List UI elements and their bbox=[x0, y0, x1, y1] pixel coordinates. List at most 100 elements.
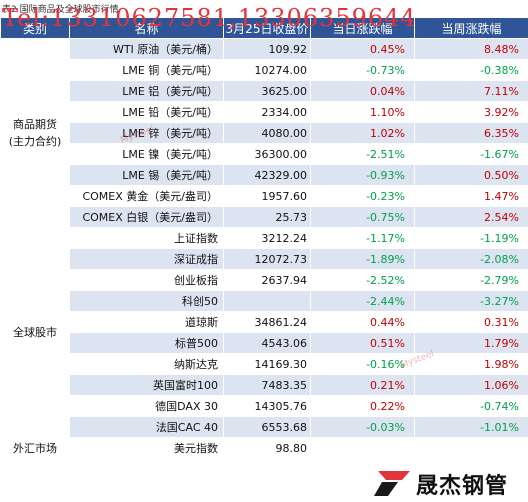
day-change-cell: 1.02% bbox=[310, 122, 415, 144]
week-change-cell: 1.06% bbox=[414, 374, 528, 396]
week-change-cell: -0.74% bbox=[414, 395, 528, 417]
day-change-cell: -2.51% bbox=[310, 143, 415, 165]
name-cell: LME 铜（美元/吨） bbox=[69, 59, 224, 81]
name-cell: 纳斯达克 bbox=[69, 353, 224, 375]
header-week-change: 当周涨跌幅 bbox=[414, 17, 528, 39]
brand-logo: 晟杰钢管 bbox=[370, 464, 528, 502]
category-cell: 全球股市 bbox=[0, 227, 70, 438]
name-cell: 上证指数 bbox=[69, 227, 224, 249]
day-change-cell: -0.23% bbox=[310, 185, 415, 207]
name-cell: 美元指数 bbox=[69, 437, 224, 459]
week-change-cell: -1.67% bbox=[414, 143, 528, 165]
logo-text: 晟杰钢管 bbox=[416, 474, 509, 499]
table-row: 深证成指 12072.73 -1.89% -2.08% bbox=[1, 248, 528, 270]
table-row: 英国富时100 7483.35 0.21% 1.06% bbox=[1, 374, 528, 396]
close-price-cell: 42329.00 bbox=[223, 164, 311, 186]
name-cell: LME 铝（美元/吨） bbox=[69, 80, 224, 102]
day-change-cell bbox=[310, 437, 415, 459]
close-price-cell: 12072.73 bbox=[223, 248, 311, 270]
name-cell: 科创50 bbox=[69, 290, 224, 312]
day-change-cell: 1.10% bbox=[310, 101, 415, 123]
logo-mark-icon bbox=[374, 471, 410, 496]
close-price-cell: 36300.00 bbox=[223, 143, 311, 165]
day-change-cell: -0.93% bbox=[310, 164, 415, 186]
table-caption: 表2 国际商品及全球股市行情 bbox=[2, 5, 119, 15]
close-price-cell: 4080.00 bbox=[223, 122, 311, 144]
week-change-cell: 3.92% bbox=[414, 101, 528, 123]
close-price-cell: 3625.00 bbox=[223, 80, 311, 102]
week-change-cell: -2.08% bbox=[414, 248, 528, 270]
close-price-cell: 98.80 bbox=[223, 437, 311, 459]
header-name: 名称 bbox=[69, 17, 224, 39]
week-change-cell: -1.19% bbox=[414, 227, 528, 249]
close-price-cell: 2637.94 bbox=[223, 269, 311, 291]
week-change-cell: -3.27% bbox=[414, 290, 528, 312]
name-cell: 英国富时100 bbox=[69, 374, 224, 396]
day-change-cell: -0.73% bbox=[310, 59, 415, 81]
name-cell: LME 锡（美元/吨） bbox=[69, 164, 224, 186]
table-row: 创业板指 2637.94 -2.52% -2.79% bbox=[1, 269, 528, 291]
table-row: 德国DAX 30 14305.76 0.22% -0.74% bbox=[1, 395, 528, 417]
table-row: LME 锡（美元/吨） 42329.00 -0.93% 0.50% bbox=[1, 164, 528, 186]
day-change-cell: 0.44% bbox=[310, 311, 415, 333]
week-change-cell: 6.35% bbox=[414, 122, 528, 144]
header-category: 类别 bbox=[0, 17, 70, 39]
week-change-cell: 7.11% bbox=[414, 80, 528, 102]
table-row: LME 铝（美元/吨） 3625.00 0.04% 7.11% bbox=[1, 80, 528, 102]
name-cell: COMEX 白银（美元/盎司） bbox=[69, 206, 224, 228]
name-cell: LME 铅（美元/吨） bbox=[69, 101, 224, 123]
table-row: 纳斯达克 14169.30 -0.16% 1.98% bbox=[1, 353, 528, 375]
close-price-cell: 4543.06 bbox=[223, 332, 311, 354]
table-row: 商品期货 (主力合约) WTI 原油（美元/桶） 109.92 0.45% 8.48% bbox=[0, 38, 528, 228]
close-price-cell: 1957.60 bbox=[223, 185, 311, 207]
close-price-cell: 25.73 bbox=[223, 206, 311, 228]
week-change-cell: 0.50% bbox=[414, 164, 528, 186]
day-change-cell: 0.51% bbox=[310, 332, 415, 354]
week-change-cell: -1.01% bbox=[414, 416, 528, 438]
close-price-cell: 3212.24 bbox=[223, 227, 311, 249]
category-cell: 商品期货 (主力合约) bbox=[0, 38, 70, 228]
table-row: 外汇市场 美元指数 98.80 bbox=[0, 437, 528, 459]
name-cell: LME 锌（美元/吨） bbox=[69, 122, 224, 144]
close-price-cell: 14169.30 bbox=[223, 353, 311, 375]
name-cell: 法国CAC 40 bbox=[69, 416, 224, 438]
week-change-cell: -2.79% bbox=[414, 269, 528, 291]
day-change-cell: 0.21% bbox=[310, 374, 415, 396]
day-change-cell: -2.44% bbox=[310, 290, 415, 312]
week-change-cell bbox=[414, 437, 528, 459]
name-cell: 创业板指 bbox=[69, 269, 224, 291]
week-change-cell: 8.48% bbox=[414, 38, 528, 60]
table-row: 标普500 4543.06 0.51% 1.79% bbox=[1, 332, 528, 354]
table-row: LME 铜（美元/吨） 10274.00 -0.73% -0.38% bbox=[1, 59, 528, 81]
close-price-cell bbox=[223, 290, 311, 312]
close-price-cell: 109.92 bbox=[223, 38, 311, 60]
table-row: LME 镍（美元/吨） 36300.00 -2.51% -1.67% bbox=[1, 143, 528, 165]
table-row: 科创50 -2.44% -3.27% bbox=[1, 290, 528, 312]
day-change-cell: 0.45% bbox=[310, 38, 415, 60]
day-change-cell: -1.89% bbox=[310, 248, 415, 270]
table-row: COMEX 白银（美元/盎司） 25.73 -0.75% 2.54% bbox=[1, 206, 528, 228]
header-row: 类别 名称 3月25日收盘价 当日涨跌幅 当周涨跌幅 bbox=[0, 17, 528, 39]
market-table: 类别 名称 3月25日收盘价 当日涨跌幅 当周涨跌幅 商品期货 (主力合约) WT… bbox=[0, 17, 528, 459]
day-change-cell: -0.16% bbox=[310, 353, 415, 375]
name-cell: COMEX 黄金（美元/盎司） bbox=[69, 185, 224, 207]
header-close-price: 3月25日收盘价 bbox=[223, 17, 311, 39]
table-row: 法国CAC 40 6553.68 -0.03% -1.01% bbox=[1, 416, 528, 438]
name-cell: 深证成指 bbox=[69, 248, 224, 270]
week-change-cell: 1.47% bbox=[414, 185, 528, 207]
day-change-cell: -1.17% bbox=[310, 227, 415, 249]
table-row: COMEX 黄金（美元/盎司） 1957.60 -0.23% 1.47% bbox=[1, 185, 528, 207]
name-cell: 德国DAX 30 bbox=[69, 395, 224, 417]
day-change-cell: 0.04% bbox=[310, 80, 415, 102]
close-price-cell: 14305.76 bbox=[223, 395, 311, 417]
table-row: 全球股市 上证指数 3212.24 -1.17% -1.19% bbox=[0, 227, 528, 438]
name-cell: 道琼斯 bbox=[69, 311, 224, 333]
close-price-cell: 34861.24 bbox=[223, 311, 311, 333]
day-change-cell: -0.75% bbox=[310, 206, 415, 228]
phone-overlay-text: Tel:13310627581,13306359644 bbox=[2, 4, 417, 32]
close-price-cell: 2334.00 bbox=[223, 101, 311, 123]
close-price-cell: 10274.00 bbox=[223, 59, 311, 81]
week-change-cell: 2.54% bbox=[414, 206, 528, 228]
week-change-cell: 0.31% bbox=[414, 311, 528, 333]
day-change-cell: 0.22% bbox=[310, 395, 415, 417]
